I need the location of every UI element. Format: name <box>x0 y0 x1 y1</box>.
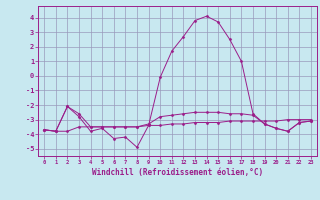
X-axis label: Windchill (Refroidissement éolien,°C): Windchill (Refroidissement éolien,°C) <box>92 168 263 177</box>
